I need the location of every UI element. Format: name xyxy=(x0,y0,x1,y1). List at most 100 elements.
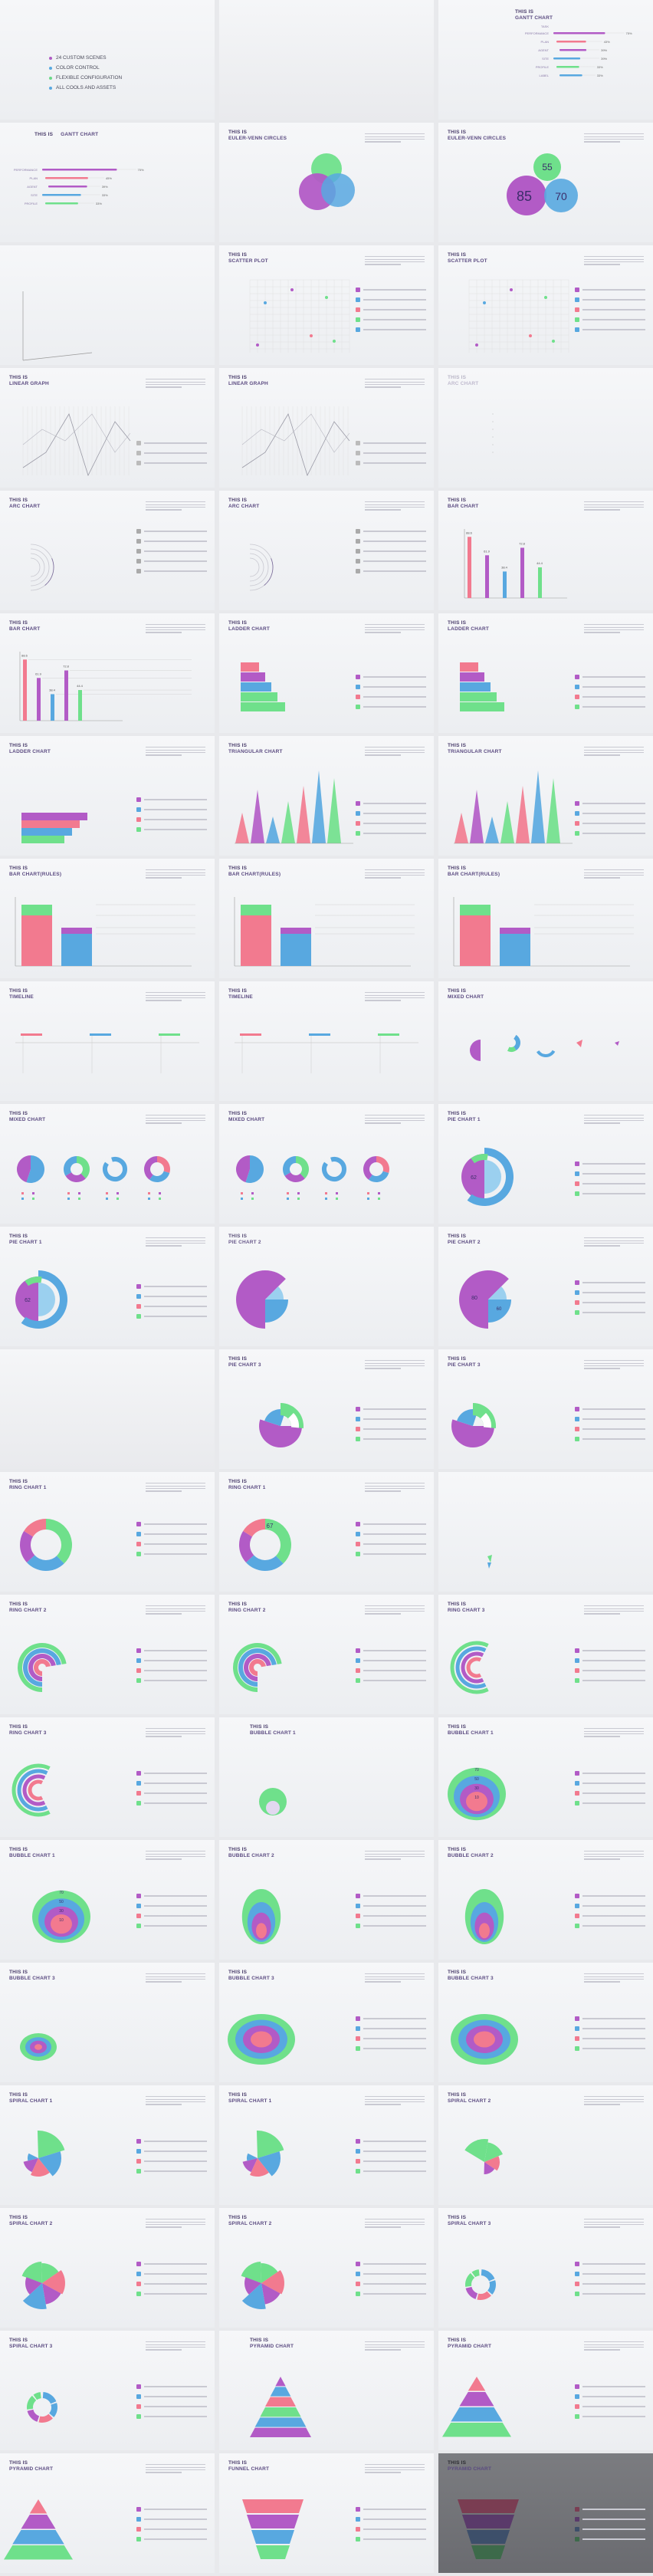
slide-thumbnail-pyramid-chart[interactable]: THIS IS PYRAMID CHART xyxy=(0,2453,215,2573)
legend-text-line xyxy=(144,2150,207,2152)
slide-thumbnail-arc-chart[interactable]: THIS IS ARC CHART xyxy=(0,491,215,610)
slide-thumbnail-pie-chart-2[interactable]: THIS IS PIE CHART 2 xyxy=(219,1227,434,1346)
legend-item xyxy=(136,539,207,544)
slide-thumbnail-euler-venn-circles[interactable]: 55 85 70 THIS IS EULER-VENN CIRCLES xyxy=(438,123,653,242)
slide-thumbnail-triangular-chart[interactable]: THIS IS TRIANGULAR CHART xyxy=(219,736,434,856)
legend-item xyxy=(575,1791,645,1796)
slide-thumbnail-bubble-chart-3[interactable]: THIS IS BUBBLE CHART 3 xyxy=(0,1963,215,2082)
legend-text-line xyxy=(582,309,645,310)
slide-thumbnail-spiral-chart-2[interactable]: THIS IS SPIRAL CHART 2 xyxy=(219,2208,434,2328)
slide-title-line1: THIS IS xyxy=(448,2338,467,2343)
bar-cap xyxy=(281,928,311,934)
legend-text-line xyxy=(363,1533,426,1535)
slide-thumbnail-linear-graph[interactable]: THIS IS LINEAR GRAPH xyxy=(0,368,215,488)
slide-thumbnail-pie-chart-1[interactable]: 62 THIS IS PIE CHART 1 xyxy=(0,1227,215,1346)
body-text-placeholder xyxy=(146,500,205,512)
slide-thumbnail-mixed-chart[interactable]: THIS IS MIXED CHART xyxy=(438,981,653,1101)
slide-thumbnail-ring-chart-3[interactable]: THIS IS RING CHART 3 xyxy=(0,1717,215,1837)
legend-item xyxy=(356,2282,426,2286)
slide-thumbnail-linear-graph[interactable]: THIS IS LINEAR GRAPH xyxy=(219,368,434,488)
slide-thumbnail-pie-chart-3[interactable]: THIS IS PIE CHART 3 xyxy=(219,1349,434,1469)
slide-thumbnail-arc-chart[interactable]: THIS IS ARC CHART xyxy=(438,368,653,488)
slide-thumbnail-bar-chart-rules-[interactable]: THIS IS BAR CHART(RULES) xyxy=(438,859,653,978)
mini-legend-swatch xyxy=(367,1192,369,1194)
legend-item xyxy=(356,801,426,806)
slide-thumbnail-euler-venn-circles[interactable]: THIS IS EULER-VENN CIRCLES xyxy=(219,123,434,242)
slide-thumbnail-sliver[interactable] xyxy=(438,1472,653,1592)
legend-item xyxy=(136,1924,207,1928)
slide-thumbnail-spiral-chart-1[interactable]: THIS IS SPIRAL CHART 1 xyxy=(219,2085,434,2205)
slide-thumbnail-ring-chart-3[interactable]: THIS IS RING CHART 3 xyxy=(438,1595,653,1714)
feature-list: 24 CUSTOM SCENES COLOR CONTROL FLEXIBLE CO… xyxy=(49,55,122,95)
legend-text-line xyxy=(363,2028,426,2029)
slide-thumbnail-spiral-chart-3[interactable]: THIS IS SPIRAL CHART 3 xyxy=(438,2208,653,2328)
slide-canvas xyxy=(15,1033,199,1073)
slide-thumbnail-gantt-chart[interactable]: PERFORMANCE 75% PLAN 43% AGENT 39% SITE 39% PROF… xyxy=(438,0,653,120)
slide-thumbnail-funnel-chart[interactable]: THIS IS FUNNEL CHART xyxy=(219,2453,434,2573)
slide-thumbnail-blank[interactable] xyxy=(0,1349,215,1469)
slide-thumbnail-bubble-chart-2[interactable]: THIS IS BUBBLE CHART 2 xyxy=(219,1840,434,1960)
slide-title-line2: MIXED CHART xyxy=(228,1116,265,1122)
ring-segment xyxy=(368,1171,389,1182)
slide-thumbnail-ladder-chart[interactable]: THIS IS LADDER CHART xyxy=(219,613,434,733)
slide-thumbnail-spiral-chart-2[interactable]: THIS IS SPIRAL CHART 2 xyxy=(0,2208,215,2328)
legend-swatch xyxy=(575,2262,579,2266)
slide-thumbnail-ladder-chart[interactable]: THIS IS LADDER CHART xyxy=(0,736,215,856)
legend-item xyxy=(136,1552,207,1556)
legend xyxy=(136,2384,207,2424)
slide-thumbnail-pie-chart-1[interactable]: 62 THIS IS PIE CHART 1 xyxy=(438,1104,653,1224)
body-text-placeholder xyxy=(584,1604,644,1616)
spiral-wedge xyxy=(250,2158,269,2177)
slide-thumbnail-pie-chart-3[interactable]: THIS IS PIE CHART 3 xyxy=(438,1349,653,1469)
slide-thumbnail-spiral-chart-1[interactable]: THIS IS SPIRAL CHART 1 xyxy=(0,2085,215,2205)
legend-text-line xyxy=(363,1670,426,1671)
slide-title-line1: THIS IS xyxy=(228,1356,248,1362)
legend-text-line xyxy=(144,819,207,820)
slide-thumbnail-bubble-chart-2[interactable]: THIS IS BUBBLE CHART 2 xyxy=(438,1840,653,1960)
legend xyxy=(356,1522,426,1562)
legend-item xyxy=(575,831,645,836)
pyramid-layer xyxy=(29,2499,48,2514)
slide-thumbnail-arc-chart[interactable]: THIS IS ARC CHART xyxy=(219,491,434,610)
slide-thumbnail-bubble-chart-3[interactable]: THIS IS BUBBLE CHART 3 xyxy=(219,1963,434,2082)
slide-thumbnail-bar-chart[interactable]: 88.6 61.9 38.4 72.8 44.4 THIS IS BAR CHART xyxy=(0,613,215,733)
slide-thumbnail-bubble-chart-1[interactable]: 70 50 30 10 THIS IS BUBBLE CHART 1 xyxy=(0,1840,215,1960)
slide-thumbnail-axis[interactable] xyxy=(0,245,215,365)
slide-title: THIS IS BAR CHART(RULES) xyxy=(228,866,281,877)
mini-legend-swatch xyxy=(287,1192,289,1194)
slide-thumbnail-ring-chart-1[interactable]: THIS IS RING CHART 1 xyxy=(0,1472,215,1592)
slide-thumbnail-bar-chart-rules-[interactable]: THIS IS BAR CHART(RULES) xyxy=(0,859,215,978)
slide-thumbnail-spiral-chart-3[interactable]: THIS IS SPIRAL CHART 3 xyxy=(0,2331,215,2450)
slide-thumbnail-pie-chart-2[interactable]: 80 60 THIS IS PIE CHART 2 xyxy=(438,1227,653,1346)
slide-thumbnail-triangular-chart[interactable]: THIS IS TRIANGULAR CHART xyxy=(438,736,653,856)
slide-thumbnail-gantt-chart[interactable]: PERFORMANCE 75% PLAN 45% AGENT 39% SITE 33% PROF… xyxy=(0,123,215,242)
slide-thumbnail-timeline[interactable]: THIS IS TIMELINE xyxy=(0,981,215,1101)
slide-thumbnail-ring-chart-2[interactable]: THIS IS RING CHART 2 xyxy=(0,1595,215,1714)
slide-thumbnail-scatter-plot[interactable]: THIS IS SCATTER PLOT xyxy=(438,245,653,365)
spiral-wedge xyxy=(22,2283,47,2309)
slide-thumbnail-bubble-chart-1[interactable]: 70 50 30 10 THIS IS BUBBLE CHART 1 xyxy=(438,1717,653,1837)
text-line xyxy=(584,2096,644,2098)
slide-thumbnail-bubble-chart-1[interactable]: THIS IS BUBBLE CHART 1 xyxy=(219,1717,434,1837)
slide-thumbnail-cover[interactable]: 24 CUSTOM SCENES COLOR CONTROL FLEXIBLE CO… xyxy=(0,0,215,120)
text-line xyxy=(146,1122,182,1124)
slide-thumbnail-pyramid-chart[interactable]: THIS IS PYRAMID CHART xyxy=(438,2453,653,2573)
slide-thumbnail-pyramid-chart[interactable]: THIS IS PYRAMID CHART xyxy=(438,2331,653,2450)
slide-thumbnail-bar-chart[interactable]: 88.6 61.9 38.4 72.8 44.4 THIS IS BAR CHART xyxy=(438,491,653,610)
pie-slice xyxy=(484,1160,501,1194)
slide-thumbnail-spiral-chart-2[interactable]: THIS IS SPIRAL CHART 2 xyxy=(438,2085,653,2205)
legend xyxy=(136,2507,207,2547)
slide-thumbnail-scatter-plot[interactable]: THIS IS SCATTER PLOT xyxy=(219,245,434,365)
slide-thumbnail-pyramid-chart[interactable]: THIS IS PYRAMID CHART xyxy=(219,2331,434,2450)
slide-thumbnail-ladder-chart[interactable]: THIS IS LADDER CHART xyxy=(438,613,653,733)
slide-thumbnail-bubble-chart-3[interactable]: THIS IS BUBBLE CHART 3 xyxy=(438,1963,653,2082)
slide-thumbnail-bar-chart-rules-[interactable]: THIS IS BAR CHART(RULES) xyxy=(219,859,434,978)
legend-item xyxy=(575,2026,645,2031)
slide-thumbnail-mixed-chart[interactable]: THIS IS MIXED CHART xyxy=(0,1104,215,1224)
slide-thumbnail-timeline[interactable]: THIS IS TIMELINE xyxy=(219,981,434,1101)
slide-thumbnail-ring-chart-2[interactable]: THIS IS RING CHART 2 xyxy=(219,1595,434,1714)
slide-thumbnail-ring-chart-1[interactable]: 67 THIS IS RING CHART 1 xyxy=(219,1472,434,1592)
slide-thumbnail-blank[interactable] xyxy=(219,0,434,120)
slide-thumbnail-mixed-chart[interactable]: THIS IS MIXED CHART xyxy=(219,1104,434,1224)
slide-title: THIS IS ARC CHART xyxy=(9,498,40,509)
